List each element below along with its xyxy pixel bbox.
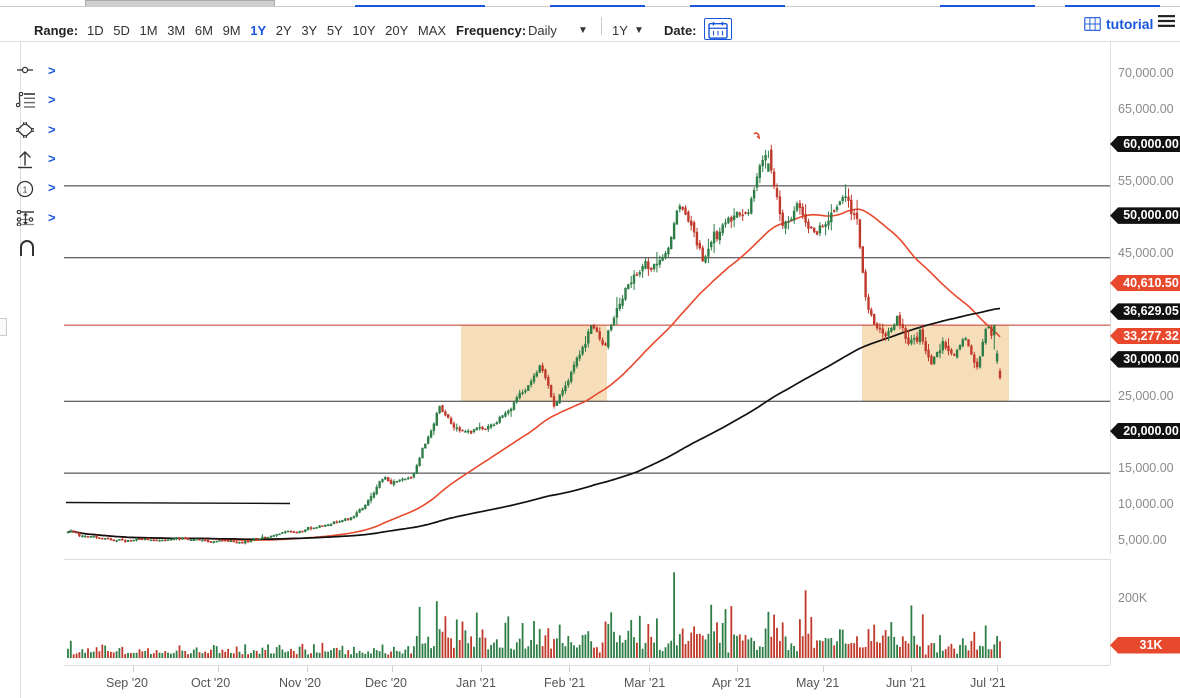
svg-text:1: 1	[23, 185, 28, 195]
